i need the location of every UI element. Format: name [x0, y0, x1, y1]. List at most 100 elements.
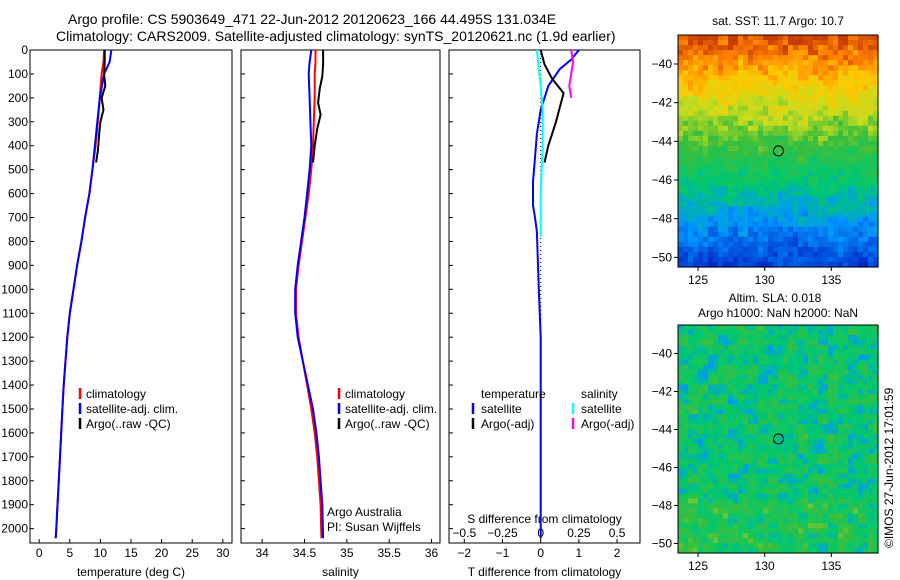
- map-cell: [748, 261, 754, 268]
- map-cell: [743, 374, 749, 381]
- map-cell: [843, 90, 849, 97]
- map-cell: [833, 75, 839, 81]
- map-cell: [728, 176, 734, 182]
- map-cell: [863, 325, 869, 331]
- map-cell: [738, 483, 744, 490]
- map-cell: [858, 135, 864, 142]
- map-cell: [808, 176, 814, 182]
- map-cell: [733, 538, 739, 544]
- map-cell: [713, 130, 719, 137]
- map-cell: [828, 35, 834, 41]
- map-cell: [853, 161, 859, 167]
- map-cell: [723, 80, 729, 87]
- map-cell: [768, 261, 774, 268]
- map-cell: [708, 448, 714, 455]
- map-cell: [693, 329, 699, 336]
- map-cell: [813, 241, 819, 248]
- map-cell: [768, 543, 774, 549]
- map-cell: [723, 45, 729, 51]
- map-cell: [763, 196, 769, 203]
- map-cell: [773, 344, 779, 351]
- map-cell: [823, 206, 829, 213]
- map-cell: [773, 140, 779, 147]
- map-cell: [713, 140, 719, 147]
- map-cell: [778, 508, 784, 514]
- map-cell: [838, 226, 844, 233]
- map-cell: [828, 434, 834, 440]
- map-cell: [798, 256, 804, 263]
- map-cell: [773, 458, 779, 465]
- map-cell: [763, 216, 769, 223]
- map-cell: [733, 359, 739, 366]
- map-cell: [758, 55, 764, 61]
- map-cell: [738, 130, 744, 137]
- map-cell: [873, 176, 879, 182]
- map-cell: [868, 493, 874, 500]
- map-cell: [873, 221, 879, 228]
- map-cell: [803, 483, 809, 490]
- map-cell: [753, 40, 759, 46]
- map-cell: [873, 508, 879, 514]
- map-cell: [708, 508, 714, 514]
- map-cell: [733, 35, 739, 41]
- map-cell: [818, 251, 824, 258]
- map-cell: [868, 191, 874, 197]
- map-cell: [843, 448, 849, 455]
- map-cell: [733, 374, 739, 381]
- map-cell: [768, 216, 774, 223]
- map-cell: [858, 176, 864, 182]
- map-cell: [758, 503, 764, 509]
- map-cell: [723, 344, 729, 351]
- map-cell: [728, 399, 734, 405]
- map-cell: [758, 95, 764, 102]
- map-cell: [803, 384, 809, 391]
- map-cell: [863, 434, 869, 440]
- map-cell: [858, 40, 864, 46]
- map-cell: [768, 334, 774, 341]
- map-cell: [828, 453, 834, 460]
- map-cell: [788, 394, 794, 400]
- salinity-panel: 34 34.5 35 35.5 36salinityclimatologysatelli…: [240, 49, 441, 579]
- map-cell: [868, 344, 874, 351]
- map-cell: [808, 196, 814, 203]
- map-cell: [688, 191, 694, 197]
- map-cell: [873, 105, 879, 112]
- map-cell: [808, 85, 814, 92]
- map-cell: [753, 463, 759, 470]
- map-cell: [783, 339, 789, 346]
- map-cell: [818, 543, 824, 549]
- map-cell: [838, 231, 844, 238]
- map-cell: [863, 448, 869, 455]
- map-cell: [868, 434, 874, 440]
- map-cell: [773, 349, 779, 356]
- map-cell: [808, 384, 814, 391]
- map-cell: [708, 325, 714, 331]
- map-cell: [783, 90, 789, 97]
- map-cell: [688, 354, 694, 361]
- map-cell: [748, 424, 754, 430]
- map-cell: [713, 533, 719, 539]
- map-cell: [803, 80, 809, 87]
- map-cell: [708, 90, 714, 97]
- y-tick-label: 1300: [1, 354, 28, 368]
- map-cell: [763, 125, 769, 132]
- map-cell: [748, 176, 754, 182]
- map-cell: [833, 483, 839, 490]
- map-cell: [793, 60, 799, 66]
- map-cell: [678, 334, 684, 341]
- map-cell: [813, 538, 819, 544]
- map-cell: [723, 419, 729, 425]
- map-cell: [753, 135, 759, 142]
- map-cell: [723, 50, 729, 56]
- map-cell: [863, 75, 869, 81]
- map-cell: [778, 125, 784, 132]
- map-cell: [848, 125, 854, 132]
- map-cell: [743, 498, 749, 505]
- map-cell: [833, 518, 839, 524]
- map-cell: [808, 458, 814, 465]
- map-cell: [808, 211, 814, 218]
- map-cell: [868, 325, 874, 331]
- map-cell: [838, 35, 844, 41]
- map-cell: [793, 135, 799, 142]
- y-tick-label: −48: [652, 212, 673, 226]
